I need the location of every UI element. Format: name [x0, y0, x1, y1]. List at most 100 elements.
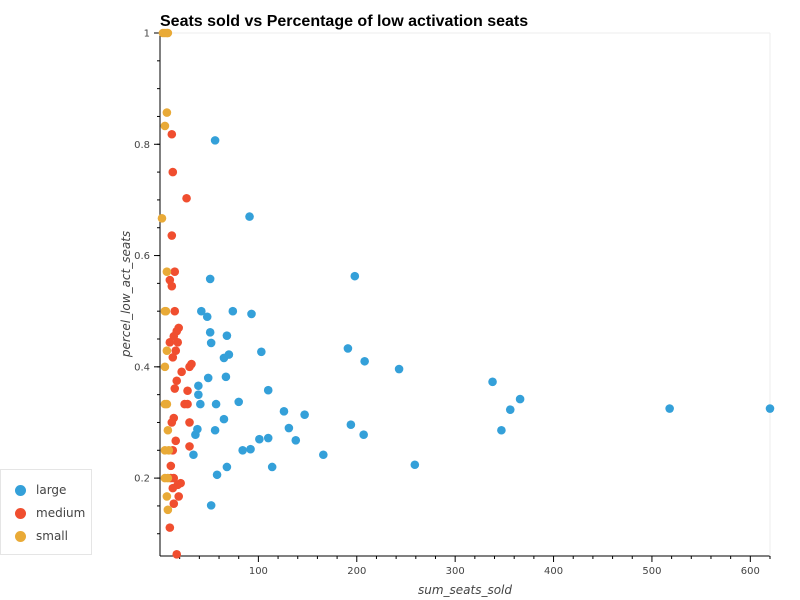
- data-point-large[interactable]: [505, 405, 515, 414]
- data-point-large[interactable]: [222, 331, 232, 340]
- legend-item-large[interactable]: large: [15, 480, 66, 500]
- data-point-large[interactable]: [359, 430, 368, 440]
- data-point-large[interactable]: [191, 430, 200, 440]
- data-point-large[interactable]: [319, 450, 328, 460]
- data-point-medium[interactable]: [165, 338, 175, 347]
- data-point-medium[interactable]: [170, 306, 180, 316]
- data-point-large[interactable]: [205, 328, 215, 337]
- data-point-large[interactable]: [267, 462, 277, 472]
- data-point-large[interactable]: [219, 414, 229, 424]
- data-point-large[interactable]: [497, 425, 506, 435]
- data-point-small[interactable]: [162, 108, 172, 117]
- legend-item-medium[interactable]: medium: [15, 503, 85, 523]
- data-point-large[interactable]: [206, 501, 216, 510]
- data-point-large[interactable]: [343, 344, 353, 353]
- data-point-large[interactable]: [211, 399, 221, 409]
- data-point-medium[interactable]: [167, 418, 177, 427]
- data-point-large[interactable]: [203, 373, 213, 383]
- data-point-large[interactable]: [245, 212, 254, 221]
- data-point-large[interactable]: [350, 271, 360, 281]
- data-point-small[interactable]: [163, 425, 173, 435]
- data-point-large[interactable]: [346, 420, 356, 429]
- data-point-large[interactable]: [194, 381, 203, 391]
- data-point-medium[interactable]: [168, 353, 178, 362]
- data-point-large[interactable]: [410, 460, 420, 470]
- data-point-medium[interactable]: [167, 231, 177, 240]
- data-point-large[interactable]: [284, 423, 294, 433]
- data-point-medium[interactable]: [185, 442, 194, 451]
- y-tick-label: 1: [144, 29, 150, 40]
- data-point-medium[interactable]: [169, 499, 179, 509]
- data-point-large[interactable]: [360, 356, 369, 366]
- data-point-small[interactable]: [163, 28, 173, 38]
- data-point-medium[interactable]: [182, 193, 191, 203]
- data-point-large[interactable]: [206, 338, 216, 348]
- data-point-medium[interactable]: [174, 492, 183, 501]
- data-point-large[interactable]: [515, 394, 525, 404]
- chart-title: Seats sold vs Percentage of low activati…: [160, 13, 528, 30]
- data-point-large[interactable]: [300, 410, 309, 419]
- data-point-large[interactable]: [212, 470, 222, 480]
- data-point-large[interactable]: [202, 312, 212, 322]
- data-point-large[interactable]: [189, 450, 198, 460]
- data-point-large[interactable]: [665, 404, 674, 413]
- data-point-medium[interactable]: [183, 386, 192, 396]
- data-point-medium[interactable]: [169, 473, 179, 483]
- data-point-large[interactable]: [263, 385, 273, 395]
- data-point-large[interactable]: [765, 404, 775, 413]
- data-point-medium[interactable]: [177, 367, 186, 377]
- data-point-medium[interactable]: [185, 362, 194, 372]
- data-point-large[interactable]: [234, 397, 244, 407]
- x-tick-label: 500: [642, 566, 661, 577]
- data-point-medium[interactable]: [172, 376, 182, 386]
- data-point-medium[interactable]: [183, 399, 192, 409]
- data-point-large[interactable]: [291, 435, 301, 445]
- data-point-medium[interactable]: [173, 338, 183, 347]
- x-axis-label: sum_seats_sold: [418, 583, 512, 597]
- data-point-large[interactable]: [279, 407, 289, 416]
- data-point-small[interactable]: [163, 473, 173, 483]
- data-point-medium[interactable]: [172, 550, 182, 559]
- data-point-medium[interactable]: [171, 346, 181, 355]
- data-point-large[interactable]: [194, 390, 203, 399]
- data-point-large[interactable]: [196, 399, 205, 409]
- data-point-large[interactable]: [197, 306, 206, 316]
- data-point-small[interactable]: [162, 399, 172, 409]
- data-point-large[interactable]: [205, 274, 215, 284]
- data-point-medium[interactable]: [168, 167, 178, 177]
- data-point-medium[interactable]: [170, 267, 180, 276]
- data-point-large[interactable]: [210, 136, 220, 145]
- data-point-large[interactable]: [222, 462, 232, 472]
- data-point-large[interactable]: [257, 347, 266, 357]
- legend-item-small[interactable]: small: [15, 526, 68, 546]
- data-point-medium[interactable]: [169, 331, 179, 341]
- data-point-large[interactable]: [488, 377, 497, 387]
- data-point-medium[interactable]: [167, 129, 177, 139]
- data-point-medium[interactable]: [165, 523, 175, 532]
- data-point-small[interactable]: [162, 267, 172, 276]
- data-point-large[interactable]: [228, 306, 238, 316]
- data-point-large[interactable]: [219, 353, 229, 363]
- data-point-medium[interactable]: [171, 436, 181, 446]
- data-point-small[interactable]: [161, 306, 171, 316]
- data-point-medium[interactable]: [167, 281, 177, 291]
- data-point-small[interactable]: [164, 445, 174, 455]
- data-point-large[interactable]: [238, 445, 247, 455]
- data-point-large[interactable]: [210, 425, 220, 435]
- data-point-large[interactable]: [394, 364, 404, 374]
- data-point-large[interactable]: [246, 444, 255, 454]
- data-point-medium[interactable]: [170, 384, 180, 393]
- data-point-medium[interactable]: [168, 483, 178, 493]
- data-point-small[interactable]: [160, 121, 170, 131]
- data-point-large[interactable]: [263, 433, 273, 443]
- data-point-large[interactable]: [247, 309, 256, 319]
- data-point-small[interactable]: [157, 213, 167, 223]
- data-point-small[interactable]: [162, 492, 172, 501]
- data-point-small[interactable]: [163, 505, 173, 515]
- data-point-large[interactable]: [221, 372, 231, 382]
- data-point-medium[interactable]: [185, 418, 194, 427]
- data-point-large[interactable]: [255, 434, 264, 444]
- data-point-small[interactable]: [160, 362, 170, 372]
- data-point-medium[interactable]: [166, 461, 176, 471]
- data-point-small[interactable]: [162, 346, 172, 355]
